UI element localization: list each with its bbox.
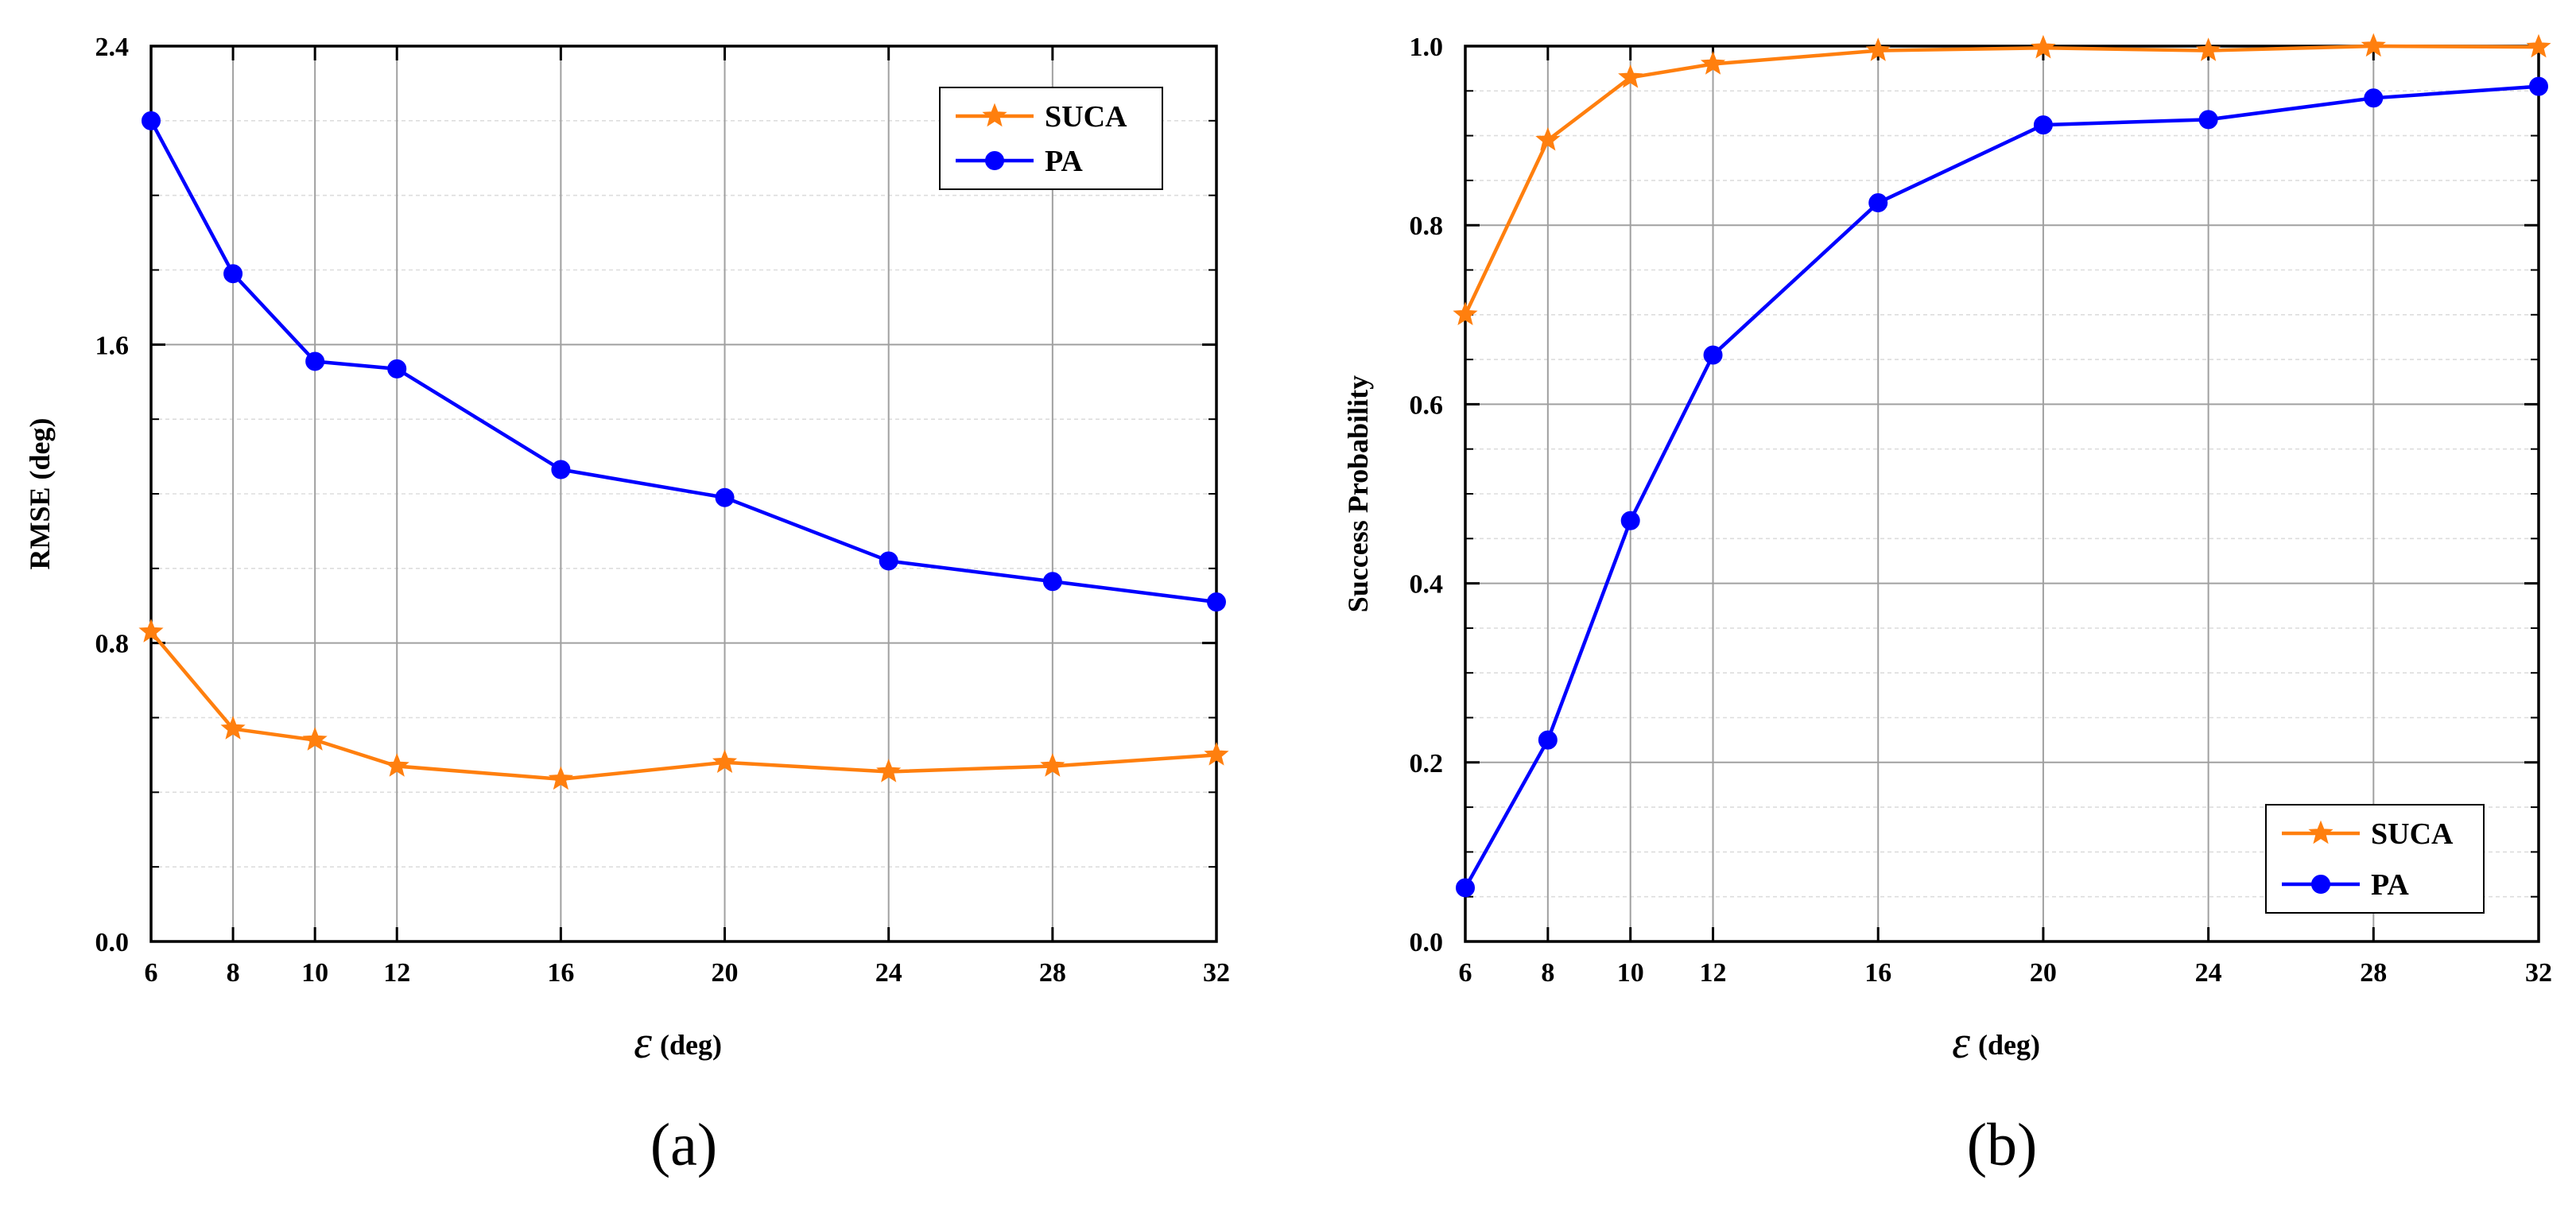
legend-box <box>2265 804 2485 914</box>
data-point-pa <box>2033 115 2053 135</box>
data-point-pa <box>1538 730 1558 750</box>
x-tick-label: 28 <box>1039 958 1066 988</box>
data-point-suca <box>1535 126 1561 151</box>
data-point-suca <box>302 727 328 751</box>
data-point-suca <box>220 716 246 740</box>
y-tick-label: 0.8 <box>95 630 130 659</box>
plot-frame <box>149 45 1218 943</box>
y-axis-title: RMSE (deg) <box>24 418 56 570</box>
y-tick-label: 0.2 <box>1410 749 1444 778</box>
x-tick-label: 8 <box>1541 958 1554 988</box>
x-tick-label: 12 <box>383 958 410 988</box>
data-point-suca <box>1204 742 1229 766</box>
y-tick-label: 1.6 <box>95 331 130 360</box>
x-tick-label: 16 <box>547 958 574 988</box>
panel-b-chart: 0.0 0.2 0.4 0.6 0.8 1.0 6 8 10 12 16 20 24 28 32 SUCA PA… <box>1342 33 2552 1178</box>
data-point-pa <box>1620 511 1640 530</box>
data-point-pa <box>142 111 161 130</box>
x-tick-label: 24 <box>875 958 902 988</box>
y-tick-label: 0.4 <box>1410 570 1444 600</box>
data-point-suca <box>1865 37 1891 61</box>
data-point-suca <box>2031 34 2056 59</box>
legend-label-pa: PA <box>2371 868 2409 902</box>
data-point-suca <box>1040 753 1065 777</box>
data-point-pa <box>1207 592 1226 612</box>
legend-label-pa: PA <box>1045 145 1083 178</box>
data-point-pa <box>2364 88 2384 108</box>
panel-label: (a) <box>650 1112 717 1178</box>
x-tick-label: 20 <box>712 958 739 988</box>
y-tick-label: 2.4 <box>95 33 130 62</box>
x-axis-unit: (deg) <box>1978 1029 2040 1061</box>
data-point-pa <box>715 487 735 507</box>
y-tick-label: 0.6 <box>1410 390 1444 420</box>
x-tick-label: 16 <box>1864 958 1891 988</box>
data-point-pa <box>1042 572 1062 592</box>
x-tick-label: 32 <box>1203 958 1230 988</box>
data-point-suca <box>712 749 738 774</box>
data-point-pa <box>879 551 898 571</box>
data-point-pa <box>2529 76 2548 96</box>
data-point-suca <box>548 766 573 790</box>
x-tick-label: 12 <box>1700 958 1727 988</box>
data-point-pa <box>1703 345 1723 365</box>
legend-marker-pa <box>985 151 1004 170</box>
data-point-suca <box>2361 33 2386 57</box>
x-axis-title: ε (deg) <box>634 1016 722 1068</box>
y-axis-title: Success Probability <box>1342 375 1374 612</box>
data-point-suca <box>1453 301 1478 326</box>
x-axis-title: ε (deg) <box>1952 1016 2040 1068</box>
panel-label: (b) <box>1967 1112 2038 1178</box>
x-tick-label: 8 <box>227 958 240 988</box>
y-tick-label: 0.0 <box>95 928 130 957</box>
data-point-pa <box>1456 878 1475 898</box>
series-line-pa <box>1464 84 2539 889</box>
data-point-suca <box>1700 51 1726 75</box>
data-point-suca <box>2196 37 2221 61</box>
x-tick-label: 20 <box>2030 958 2057 988</box>
series-line-suca <box>149 631 1217 782</box>
x-tick-label: 24 <box>2195 958 2222 988</box>
legend-box <box>939 87 1163 190</box>
x-tick-label: 32 <box>2525 958 2552 988</box>
data-point-suca <box>876 759 902 782</box>
x-tick-label: 28 <box>2360 958 2387 988</box>
panel-a-chart: 0.0 0.8 1.6 2.4 6 8 10 12 16 20 24 28 32 SUCA PA RMSE (… <box>24 33 1230 1178</box>
data-point-suca <box>384 753 409 777</box>
data-point-pa <box>1868 193 1888 213</box>
x-axis-symbol: ε <box>1952 1016 1970 1068</box>
y-tick-label: 0.0 <box>1410 928 1444 957</box>
x-tick-label: 10 <box>1617 958 1644 988</box>
legend-label-suca: SUCA <box>1045 100 1127 134</box>
data-point-suca <box>2526 33 2551 58</box>
legend: SUCA PA <box>939 87 1163 190</box>
x-axis-unit: (deg) <box>660 1029 722 1061</box>
data-point-pa <box>223 264 243 284</box>
legend-marker-suca <box>982 103 1007 127</box>
legend: SUCA PA <box>2265 804 2485 914</box>
data-point-pa <box>2198 110 2218 130</box>
data-point-pa <box>305 351 325 371</box>
x-tick-label: 6 <box>145 958 158 988</box>
legend-marker-pa <box>2311 875 2330 894</box>
x-tick-label: 10 <box>301 958 328 988</box>
plot-frame <box>1464 45 2540 943</box>
x-axis-symbol: ε <box>634 1016 652 1068</box>
legend-marker-suca <box>2308 820 2334 844</box>
data-point-pa <box>551 460 571 479</box>
y-tick-label: 1.0 <box>1410 33 1444 62</box>
data-point-suca <box>138 619 164 642</box>
x-tick-label: 6 <box>1459 958 1472 988</box>
legend-label-suca: SUCA <box>2371 817 2454 851</box>
data-point-pa <box>387 359 407 379</box>
data-point-suca <box>1618 64 1643 88</box>
y-tick-label: 0.8 <box>1410 212 1444 241</box>
